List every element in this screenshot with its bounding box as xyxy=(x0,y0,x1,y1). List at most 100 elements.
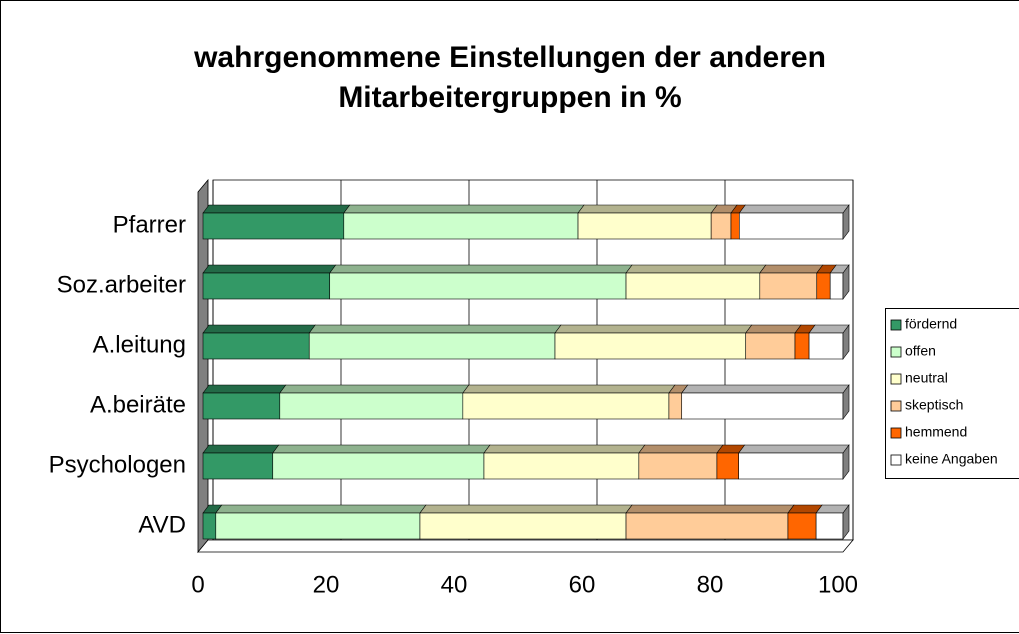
legend-label: offen xyxy=(905,343,936,359)
y-tick-label: A.leitung xyxy=(93,331,186,358)
bar-top-shade xyxy=(809,325,849,333)
floor xyxy=(197,539,854,553)
bar xyxy=(730,212,740,240)
legend-label: fördernd xyxy=(905,316,957,332)
bar xyxy=(202,272,331,300)
bar-top-shade xyxy=(279,385,469,393)
y-tick-label: A.beiräte xyxy=(90,391,186,418)
bar-top-shade xyxy=(795,325,816,333)
bar-top-shade xyxy=(203,325,316,333)
x-tick-label: 60 xyxy=(569,571,596,598)
bar-top-shade xyxy=(203,265,336,273)
legend-label: keine Angaben xyxy=(905,451,998,467)
bar-top-shade xyxy=(731,205,746,213)
bar xyxy=(759,272,818,300)
bar-top-shade xyxy=(203,445,279,453)
legend-marker xyxy=(890,454,902,466)
bar-top-shade xyxy=(739,205,849,213)
x-tick-label: 80 xyxy=(697,571,724,598)
x-tick-label: 40 xyxy=(441,571,468,598)
bar xyxy=(462,392,670,420)
y-tick-label: Psychologen xyxy=(49,451,186,478)
bar-top-shade xyxy=(329,265,633,273)
bar xyxy=(816,272,831,300)
bar-end xyxy=(842,444,850,480)
bar-top-shade xyxy=(555,325,752,333)
bar-top-shade xyxy=(738,445,849,453)
x-tick-label: 100 xyxy=(818,571,858,598)
bar xyxy=(745,332,796,360)
bar xyxy=(710,212,732,240)
bar-end xyxy=(842,264,850,300)
bar xyxy=(625,272,761,300)
bar-top-shade xyxy=(272,445,490,453)
bar-top-shade xyxy=(215,505,426,513)
bar-top-shade xyxy=(681,385,849,393)
legend-label: neutral xyxy=(905,370,948,386)
x-tick-label: 20 xyxy=(313,571,340,598)
bar xyxy=(202,512,217,540)
bar-top-shade xyxy=(203,385,286,393)
bar-end xyxy=(842,204,850,240)
bar-top-shade xyxy=(638,445,723,453)
bar-top-shade xyxy=(626,265,766,273)
bar-top-shade xyxy=(745,325,801,333)
bar xyxy=(815,512,844,540)
legend-box xyxy=(885,308,1019,479)
legend-marker xyxy=(890,427,902,439)
bar xyxy=(829,272,844,300)
bar-top-shade xyxy=(716,445,745,453)
bar-top-shade xyxy=(309,325,561,333)
bar xyxy=(681,392,844,420)
bar xyxy=(787,512,817,540)
bar xyxy=(329,272,627,300)
legend-marker xyxy=(890,346,902,358)
bar-top-shade xyxy=(419,505,633,513)
bar-top-shade xyxy=(462,385,675,393)
bar xyxy=(483,452,640,480)
bar xyxy=(577,212,712,240)
bar-top-shade xyxy=(203,205,350,213)
bar xyxy=(202,332,310,360)
bar-top-shade xyxy=(787,505,823,513)
legend-marker xyxy=(890,373,902,385)
legend-marker xyxy=(890,400,902,412)
legend-label: skeptisch xyxy=(905,397,963,413)
bar xyxy=(738,452,844,480)
bar xyxy=(308,332,556,360)
bar xyxy=(202,392,281,420)
y-tick-label: Soz.arbeiter xyxy=(57,271,186,298)
bar xyxy=(343,212,579,240)
bar xyxy=(554,332,747,360)
legend-marker xyxy=(890,319,902,331)
bar-top-shade xyxy=(759,265,823,273)
bar xyxy=(279,392,464,420)
bar xyxy=(215,512,421,540)
y-tick-label: Pfarrer xyxy=(113,211,186,238)
bar xyxy=(808,332,844,360)
bar xyxy=(272,452,485,480)
legend-label: hemmend xyxy=(905,424,967,440)
bar-top-shade xyxy=(816,505,849,513)
bar-end xyxy=(842,504,850,540)
bar xyxy=(739,212,844,240)
bar-top-shade xyxy=(343,205,585,213)
bar-top-shade xyxy=(626,505,794,513)
bar-end xyxy=(842,384,850,420)
chart-title: wahrgenommene Einstellungen der anderen … xyxy=(194,41,826,114)
bar xyxy=(419,512,627,540)
bar xyxy=(668,392,683,420)
y-tick-label: AVD xyxy=(138,511,186,538)
bar-top-shade xyxy=(711,205,737,213)
bar xyxy=(638,452,718,480)
bar xyxy=(794,332,810,360)
bar-top-shade xyxy=(578,205,718,213)
bar xyxy=(202,452,274,480)
bar-end xyxy=(842,324,850,360)
x-tick-label: 0 xyxy=(191,571,204,598)
bar xyxy=(202,212,345,240)
bar-top-shade xyxy=(483,445,645,453)
bar xyxy=(625,512,789,540)
